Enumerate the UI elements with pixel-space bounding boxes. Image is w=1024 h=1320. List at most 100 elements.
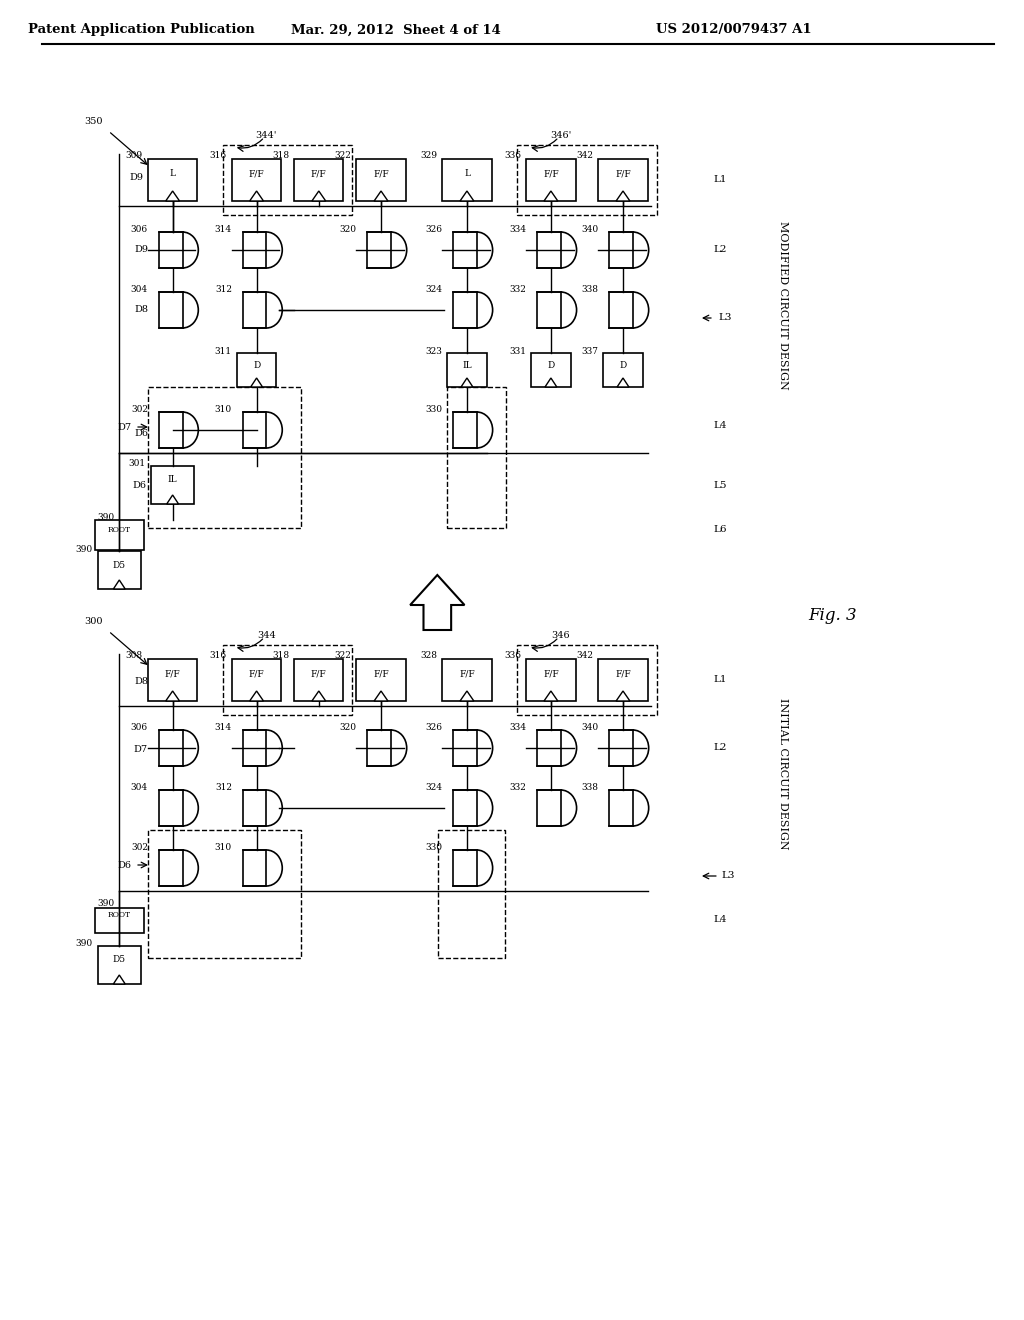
Text: F/F: F/F [373,169,389,178]
Text: F/F: F/F [373,669,389,678]
Bar [231,158,282,201]
Bar [147,659,198,701]
Bar [442,659,492,701]
Text: 332: 332 [509,784,526,792]
Text: L3: L3 [722,871,735,880]
Text: 346': 346' [550,131,571,140]
Text: 322: 322 [335,150,351,160]
Text: ROOT: ROOT [108,525,131,535]
Bar [231,659,282,701]
Text: D5: D5 [113,956,126,965]
Text: 332: 332 [509,285,526,294]
Text: D8: D8 [134,305,147,314]
Bar [243,730,266,766]
Text: 318: 318 [272,651,289,660]
Bar [159,232,182,268]
Polygon shape [114,579,125,589]
Text: 390: 390 [97,513,115,523]
Text: MODIFIED CIRCUIT DESIGN: MODIFIED CIRCUIT DESIGN [778,220,788,389]
Bar [447,352,486,387]
Bar [243,850,266,886]
Text: 320: 320 [339,723,356,733]
Text: 340: 340 [582,226,598,235]
Text: 306: 306 [131,226,147,235]
Bar [223,645,352,715]
Polygon shape [461,378,473,387]
Polygon shape [250,690,263,701]
Text: 337: 337 [582,346,598,355]
Bar [94,908,144,932]
Polygon shape [616,191,630,201]
Text: F/F: F/F [543,169,559,178]
Text: IL: IL [462,360,472,370]
Text: 324: 324 [425,285,442,294]
Bar [537,292,561,327]
Text: L2: L2 [714,743,727,752]
Bar [159,730,182,766]
Polygon shape [114,975,125,983]
Text: D: D [253,360,260,370]
Bar [537,730,561,766]
Text: 342: 342 [577,651,593,660]
Bar [97,550,141,589]
Text: 340: 340 [582,723,598,733]
Bar [159,292,182,327]
Bar [537,232,561,268]
Text: D6: D6 [117,861,131,870]
Text: D: D [547,360,555,370]
Bar [598,659,648,701]
Text: D8: D8 [134,677,147,686]
Text: 336: 336 [504,150,521,160]
Polygon shape [374,191,388,201]
Text: 314: 314 [215,723,231,733]
Text: 320: 320 [339,226,356,235]
Bar [356,659,406,701]
Bar [609,292,633,327]
Text: 300: 300 [84,616,102,626]
Text: L6: L6 [714,525,727,535]
Text: D9: D9 [134,246,147,255]
Bar [243,412,266,447]
Text: 338: 338 [582,784,598,792]
Text: 328: 328 [420,651,437,660]
Text: IL: IL [168,475,177,484]
Bar [598,158,648,201]
Text: 334: 334 [509,226,526,235]
Polygon shape [544,690,558,701]
Bar [294,158,343,201]
Text: 304: 304 [131,784,147,792]
Text: 308: 308 [126,651,143,660]
Text: 330: 330 [425,843,442,853]
Text: Mar. 29, 2012  Sheet 4 of 14: Mar. 29, 2012 Sheet 4 of 14 [291,24,501,37]
Text: 306: 306 [131,723,147,733]
Text: 329: 329 [420,150,437,160]
Text: US 2012/0079437 A1: US 2012/0079437 A1 [655,24,811,37]
Bar [147,830,301,958]
Text: D5: D5 [113,561,126,569]
Text: 316: 316 [210,651,227,660]
Bar [442,158,492,201]
Text: 336: 336 [504,651,521,660]
Text: D6: D6 [134,429,147,437]
Text: F/F: F/F [615,169,631,178]
Text: 334: 334 [509,723,526,733]
Bar [237,352,276,387]
Bar [159,412,182,447]
Text: D7: D7 [117,422,131,432]
Polygon shape [167,495,178,504]
Text: L: L [170,169,176,178]
Text: 390: 390 [76,544,92,553]
Bar [97,946,141,983]
Text: 314: 314 [215,226,231,235]
Text: 304: 304 [131,285,147,294]
Bar [609,789,633,826]
Bar [454,232,477,268]
Text: 331: 331 [509,346,526,355]
Bar [454,412,477,447]
Bar [159,789,182,826]
Bar [243,789,266,826]
Polygon shape [545,378,557,387]
Text: D9: D9 [129,173,143,182]
Text: L4: L4 [714,421,727,429]
Text: 342: 342 [577,150,593,160]
